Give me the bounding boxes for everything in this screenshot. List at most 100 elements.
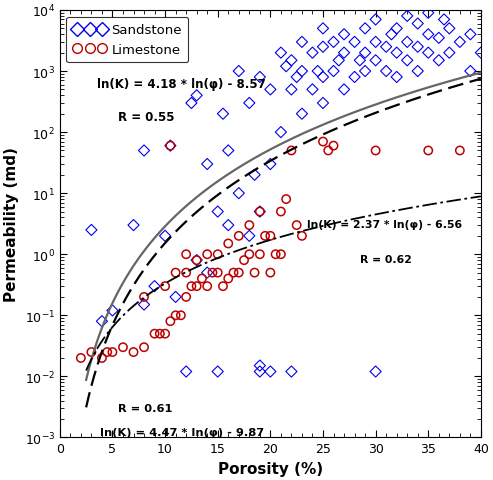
- Point: [193, 92, 201, 100]
- Point: [277, 129, 285, 137]
- Point: [140, 301, 148, 309]
- Point: [250, 269, 258, 277]
- Point: [372, 147, 380, 155]
- Point: [287, 57, 295, 65]
- Point: [161, 330, 169, 338]
- Point: [130, 222, 138, 229]
- Point: [435, 57, 443, 65]
- Point: [203, 161, 211, 168]
- Point: [182, 368, 190, 375]
- Point: [424, 147, 432, 155]
- Point: [246, 100, 253, 108]
- Point: [172, 293, 179, 301]
- Text: R = 0.62: R = 0.62: [360, 254, 412, 264]
- Text: R = 0.55: R = 0.55: [118, 110, 174, 123]
- Point: [235, 232, 243, 240]
- Point: [214, 251, 222, 259]
- Point: [277, 50, 285, 58]
- Point: [108, 307, 116, 315]
- Point: [361, 50, 369, 58]
- Point: [266, 86, 274, 94]
- Point: [414, 68, 422, 76]
- Point: [330, 39, 338, 47]
- Point: [214, 368, 222, 375]
- Point: [282, 196, 290, 204]
- Point: [403, 13, 411, 21]
- Point: [393, 74, 401, 82]
- Point: [319, 74, 327, 82]
- Point: [351, 74, 358, 82]
- Point: [140, 147, 148, 155]
- Point: [340, 50, 348, 58]
- Point: [330, 143, 338, 150]
- Point: [403, 57, 411, 65]
- Point: [424, 31, 432, 39]
- Point: [193, 257, 201, 264]
- Point: [314, 68, 321, 76]
- Point: [240, 257, 248, 264]
- Legend: Sandstone, Limestone: Sandstone, Limestone: [67, 18, 188, 63]
- Point: [324, 147, 332, 155]
- Point: [266, 269, 274, 277]
- Point: [414, 44, 422, 51]
- Point: [361, 68, 369, 76]
- Point: [230, 269, 238, 277]
- Point: [372, 39, 380, 47]
- Point: [256, 368, 264, 375]
- Point: [209, 269, 216, 277]
- Point: [319, 44, 327, 51]
- Point: [319, 25, 327, 33]
- Point: [187, 283, 195, 290]
- Point: [250, 171, 258, 179]
- Point: [246, 222, 253, 229]
- Point: [151, 283, 159, 290]
- Point: [293, 74, 301, 82]
- Point: [235, 269, 243, 277]
- Point: [156, 330, 164, 338]
- Point: [319, 100, 327, 108]
- Point: [77, 354, 85, 362]
- Point: [266, 232, 274, 240]
- Point: [340, 31, 348, 39]
- Text: ln(K) = 4.18 * ln(φ) - 8.57: ln(K) = 4.18 * ln(φ) - 8.57: [97, 78, 265, 91]
- Point: [167, 143, 175, 150]
- Point: [309, 86, 317, 94]
- Point: [182, 293, 190, 301]
- Point: [266, 161, 274, 168]
- Point: [214, 269, 222, 277]
- Point: [403, 39, 411, 47]
- Point: [330, 68, 338, 76]
- Point: [445, 25, 453, 33]
- Point: [335, 57, 343, 65]
- Point: [309, 50, 317, 58]
- Point: [161, 232, 169, 240]
- Point: [477, 50, 485, 58]
- Point: [277, 251, 285, 259]
- Point: [182, 251, 190, 259]
- Point: [424, 10, 432, 18]
- Point: [393, 50, 401, 58]
- Point: [298, 110, 306, 118]
- Point: [103, 348, 111, 356]
- Point: [140, 344, 148, 351]
- Point: [361, 25, 369, 33]
- Point: [466, 31, 474, 39]
- Point: [167, 318, 175, 325]
- Point: [246, 251, 253, 259]
- Text: ln(K) = 2.37 * ln(φ) - 6.56: ln(K) = 2.37 * ln(φ) - 6.56: [307, 219, 462, 229]
- Point: [456, 39, 464, 47]
- Point: [266, 368, 274, 375]
- Point: [193, 257, 201, 264]
- Point: [224, 147, 232, 155]
- Point: [287, 368, 295, 375]
- Point: [277, 208, 285, 216]
- Point: [372, 16, 380, 24]
- Point: [224, 222, 232, 229]
- Point: [340, 86, 348, 94]
- Point: [256, 208, 264, 216]
- Point: [372, 368, 380, 375]
- Point: [172, 269, 179, 277]
- Point: [435, 35, 443, 43]
- Point: [445, 50, 453, 58]
- Point: [177, 312, 185, 320]
